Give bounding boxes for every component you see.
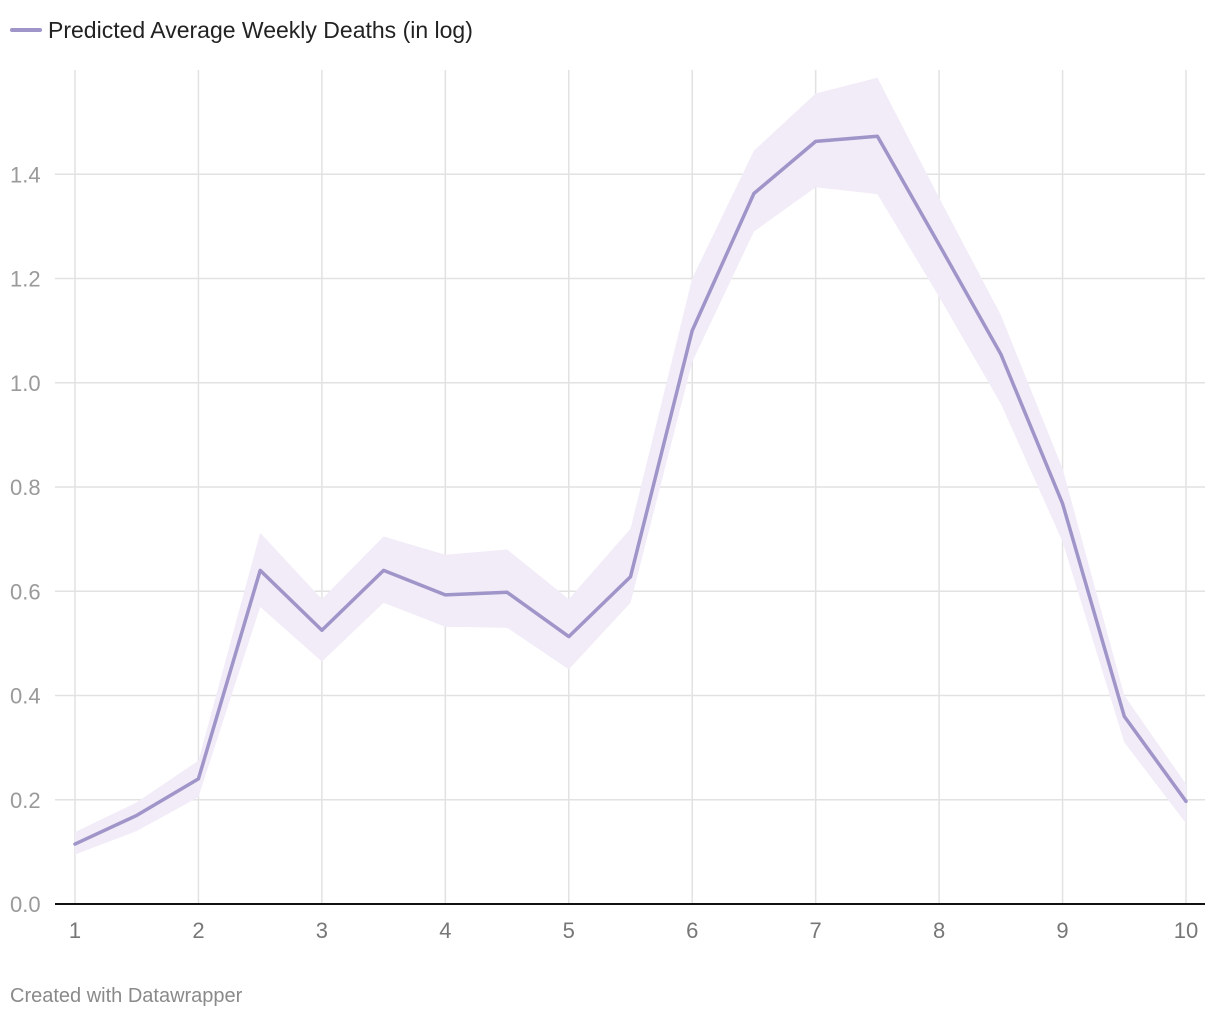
x-tick-label: 2 — [192, 918, 204, 943]
x-tick-label: 7 — [810, 918, 822, 943]
line-chart: 0.0 0.2 0.4 0.6 0.8 1.0 1.2 1.4 1 2 3 4 5 6 7 8 9 10 — [10, 70, 1205, 943]
legend-swatch — [10, 28, 42, 32]
series-line — [73, 134, 1188, 846]
legend-label: Predicted Average Weekly Deaths (in log) — [48, 16, 473, 43]
x-tick-label: 6 — [686, 918, 698, 943]
x-tick-label: 8 — [933, 918, 945, 943]
chart-legend: Predicted Average Weekly Deaths (in log) — [10, 14, 473, 46]
x-tick-label: 9 — [1056, 918, 1068, 943]
confidence-band — [75, 77, 1186, 855]
x-tick-label: 4 — [439, 918, 451, 943]
y-tick-label: 0.8 — [10, 475, 41, 500]
y-tick-label: 0.4 — [10, 684, 41, 709]
y-tick-label: 1.4 — [10, 162, 41, 187]
x-tick-label: 1 — [69, 918, 81, 943]
y-tick-label: 0.6 — [10, 579, 41, 604]
x-tick-label: 10 — [1174, 918, 1198, 943]
y-tick-label: 0.2 — [10, 788, 41, 813]
y-tick-label: 1.0 — [10, 371, 41, 396]
x-tick-label: 3 — [316, 918, 328, 943]
credit-text: Created with Datawrapper — [10, 985, 243, 1007]
y-tick-label: 1.2 — [10, 267, 41, 292]
x-tick-label: 5 — [563, 918, 575, 943]
y-tick-label: 0.0 — [10, 892, 41, 917]
